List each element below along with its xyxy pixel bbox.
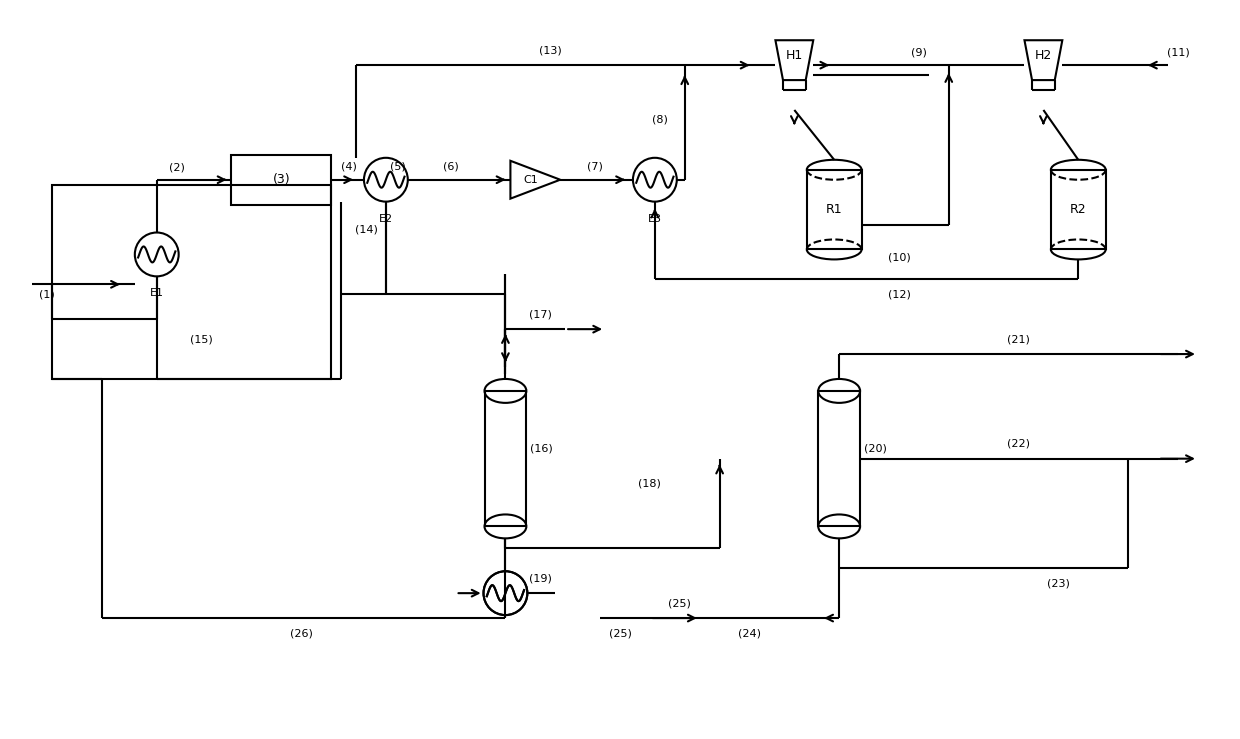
- Bar: [485, 391, 526, 526]
- Text: (9): (9): [911, 47, 926, 57]
- Text: R2: R2: [1070, 203, 1086, 216]
- Text: (1): (1): [40, 289, 55, 299]
- Bar: [818, 391, 861, 526]
- Text: (13): (13): [539, 45, 562, 55]
- Bar: [52, 185, 331, 379]
- Text: (25): (25): [609, 628, 631, 638]
- Text: E1: E1: [150, 288, 164, 299]
- Text: (17): (17): [529, 309, 552, 319]
- Bar: [807, 170, 862, 250]
- Text: (4): (4): [341, 162, 357, 171]
- Text: (8): (8): [652, 115, 668, 125]
- Text: (21): (21): [1007, 334, 1030, 344]
- Text: (19): (19): [529, 573, 552, 583]
- Text: H2: H2: [1034, 49, 1052, 61]
- Text: (16): (16): [531, 443, 553, 454]
- Text: (20): (20): [864, 443, 887, 454]
- Text: (6): (6): [443, 162, 459, 171]
- Text: (3): (3): [273, 173, 290, 186]
- Text: (11): (11): [1167, 47, 1189, 57]
- Text: (26): (26): [290, 628, 312, 638]
- Text: (10): (10): [888, 253, 910, 262]
- Text: (24): (24): [738, 628, 761, 638]
- Text: E3: E3: [647, 214, 662, 224]
- Text: R1: R1: [826, 203, 842, 216]
- Text: (18): (18): [639, 479, 661, 488]
- Text: (25): (25): [668, 598, 691, 608]
- Text: C1: C1: [523, 174, 538, 185]
- Text: (5): (5): [389, 162, 405, 171]
- Text: (22): (22): [1007, 439, 1030, 449]
- Text: (12): (12): [888, 289, 910, 299]
- Text: H1: H1: [786, 49, 804, 61]
- Bar: [1050, 170, 1106, 250]
- Text: (15): (15): [190, 334, 213, 344]
- Text: (23): (23): [1047, 578, 1070, 588]
- Text: E2: E2: [379, 214, 393, 224]
- Text: (7): (7): [588, 162, 603, 171]
- Text: (14): (14): [355, 225, 377, 234]
- Text: (2): (2): [169, 163, 185, 173]
- Bar: [232, 154, 331, 205]
